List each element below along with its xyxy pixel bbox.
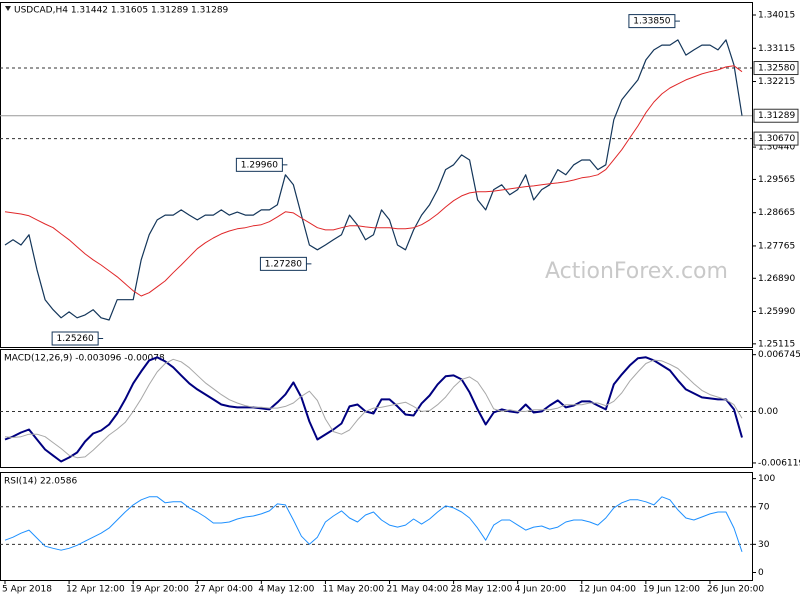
price-title: USDCAD,H4 1.31442 1.31605 1.31289 1.3128… [14,6,229,16]
annotation-box [235,157,283,172]
x-tick-label: 28 May 12:00 [451,585,513,595]
x-tick-label: 5 Apr 2018 [2,585,52,595]
x-tick-label: 12 Apr 12:00 [66,585,125,595]
level-label: 1.32580 [758,64,795,74]
rsi-panel-frame [0,472,753,581]
y-tick-label: 1.32215 [758,77,795,87]
rsi-title: RSI(14) 22.0586 [4,477,77,487]
y-tick-label: 1.34015 [758,11,795,21]
x-tick-label: 4 May 12:00 [258,585,314,595]
x-tick-label: 11 May 20:00 [322,585,384,595]
level-label: 1.31289 [758,111,795,121]
x-tick-label: 26 Jun 20:00 [707,585,764,595]
level-label-box [753,131,799,146]
y-tick-label: 1.26890 [758,274,795,284]
level-label-box [753,61,799,76]
annotation-box [259,256,307,271]
y-tick-label: 30 [758,540,770,550]
symbol-icon [5,6,11,11]
level-label-box [753,108,799,123]
y-tick-label: 1.27765 [758,241,795,251]
x-tick-label: 19 Jun 12:00 [643,585,700,595]
y-tick-label: 1.28665 [758,208,795,218]
annotation-label: 1.29960 [241,160,278,170]
y-tick-label: 70 [758,502,770,512]
macd-title: MACD(12,26,9) -0.003096 -0.00078 [4,354,165,364]
x-tick-label: 27 Apr 04:00 [194,585,253,595]
annotation-label: 1.25260 [57,334,94,344]
series-line [4,496,743,552]
y-tick-label: -0.006119 [758,458,800,468]
y-tick-label: 1.25990 [758,307,795,317]
y-tick-label: 0.00 [758,407,778,417]
series-line [4,65,743,297]
series-line [4,39,743,321]
annotation-label: 1.33850 [633,17,670,27]
series-line [4,358,743,459]
x-tick-label: 12 Jun 04:00 [579,585,636,595]
series-line [4,356,743,463]
y-tick-label: 1.30440 [758,143,795,153]
watermark: ActionForex.com [545,259,728,284]
level-label: 1.30670 [758,134,795,144]
y-tick-label: 0.006745 [758,350,800,360]
x-tick-label: 21 May 04:00 [387,585,449,595]
price-panel-frame [0,2,753,348]
annotation-box [51,331,99,346]
y-tick-label: 1.25115 [758,339,795,349]
y-tick-label: 1.33115 [758,44,795,54]
y-tick-label: 0 [758,568,764,578]
x-tick-label: 19 Apr 20:00 [130,585,189,595]
annotation-box [628,14,676,29]
annotation-label: 1.27280 [265,259,302,269]
y-tick-label: 100 [758,474,775,484]
x-tick-label: 4 Jun 20:00 [515,585,567,595]
macd-panel-frame [0,349,753,468]
y-tick-label: 1.29565 [758,175,795,185]
